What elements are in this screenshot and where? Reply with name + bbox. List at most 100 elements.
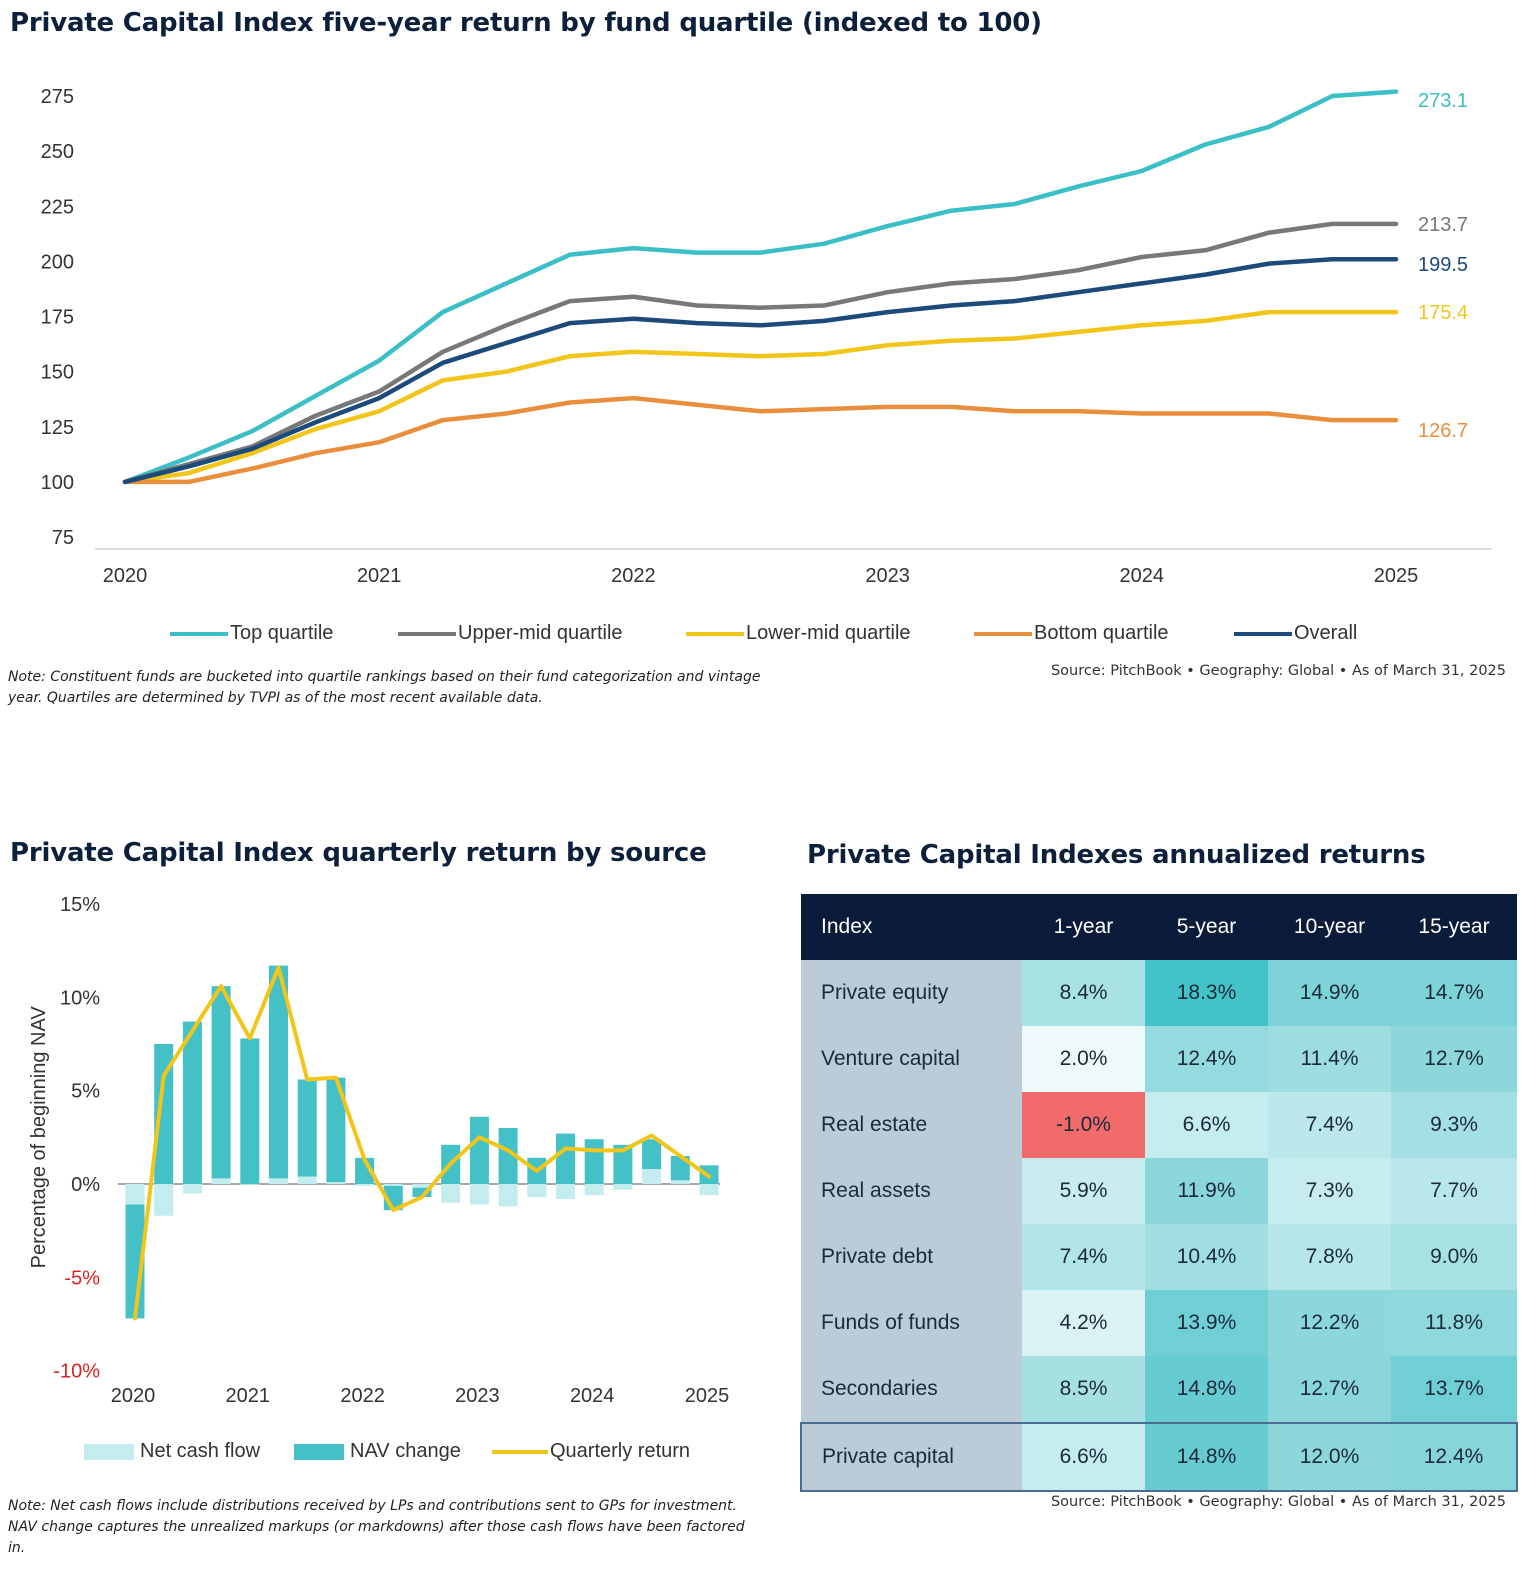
nav-change-bar: [269, 965, 288, 1179]
legend-item-lower-mid-quartile: Lower-mid quartile: [686, 622, 974, 645]
table-header-row: Index 1-year 5-year 10-year 15-year: [801, 894, 1517, 960]
table-cell: 9.3%: [1391, 1092, 1517, 1158]
nav-change-bar: [556, 1133, 575, 1184]
x-tick-label: 2025: [685, 1385, 730, 1407]
legend-swatch-lower-mid-quartile: [686, 631, 744, 636]
table-source: Source: PitchBook • Geography: Global • …: [1050, 1494, 1506, 1510]
series-end-label: 273.1: [1418, 90, 1468, 112]
legend-swatch-bottom-quartile: [974, 631, 1032, 636]
annualized-returns-table: Index 1-year 5-year 10-year 15-year Priv…: [800, 894, 1518, 1492]
table-cell: 12.7%: [1391, 1026, 1517, 1092]
row-label: Private equity: [801, 960, 1022, 1026]
nav-change-bar: [584, 1139, 604, 1184]
table-cell: 14.8%: [1145, 1422, 1268, 1492]
top-chart-title: Private Capital Index five-year return b…: [10, 8, 1042, 38]
table-cell: 12.4%: [1145, 1026, 1268, 1092]
row-label: Venture capital: [801, 1026, 1022, 1092]
net-cash-flow-bar: [383, 1184, 403, 1186]
legend-label-quarterly-return: Quarterly return: [550, 1440, 691, 1462]
column-header-index: Index: [801, 894, 1022, 960]
quarterly-return-bar-chart: 15% 10% 5% 0% -5% -10% Percentage of beginning…: [28, 894, 730, 1407]
net-cash-flow-bar: [527, 1184, 547, 1198]
y-tick-label: 15%: [60, 894, 100, 916]
nav-change-bar: [326, 1077, 346, 1183]
table-cell: 6.6%: [1022, 1422, 1145, 1492]
series-line-lower-mid-quartile: [122, 309, 1399, 485]
nav-change-bar: [498, 1128, 518, 1184]
table-row: Funds of funds 4.2% 13.9% 12.2% 11.8%: [801, 1290, 1517, 1356]
column-header-10-year: 10-year: [1268, 894, 1391, 960]
legend-item-upper-mid-quartile: Upper-mid quartile: [398, 622, 686, 645]
legend-label-top-quartile: Top quartile: [230, 622, 334, 644]
nav-change-bar: [154, 1044, 174, 1184]
net-cash-flow-bar: [182, 1184, 202, 1194]
nav-change-bar: [469, 1116, 489, 1184]
table-row: Private equity 8.4% 18.3% 14.9% 14.7%: [801, 960, 1517, 1026]
net-cash-flow-bar: [699, 1184, 719, 1196]
top-chart-note: Note: Constituent funds are bucketed int…: [8, 669, 761, 706]
legend-swatch-overall: [1234, 631, 1292, 636]
legend-swatch-top-quartile: [170, 631, 228, 636]
y-tick-label: 75: [52, 527, 74, 549]
legend-item-nav-change: NAV change: [294, 1440, 492, 1463]
y-tick-label: 250: [41, 141, 74, 163]
legend-item-overall: Overall: [1234, 622, 1357, 645]
table-cell: -1.0%: [1022, 1092, 1145, 1158]
series-end-label: 199.5: [1418, 254, 1468, 276]
series-line-upper-mid-quartile: [122, 221, 1399, 485]
net-cash-flow-bar: [441, 1184, 461, 1203]
y-tick-label: 5%: [71, 1081, 100, 1103]
series-line-top-quartile: [122, 89, 1399, 485]
net-cash-flow-bar: [469, 1184, 489, 1205]
y-tick-label: 125: [41, 417, 74, 439]
net-cash-flow-bar: [297, 1176, 317, 1184]
x-tick-label: 2022: [611, 565, 656, 587]
y-tick-label: 175: [41, 307, 74, 329]
legend-swatch-upper-mid-quartile: [398, 631, 456, 636]
legend-label-net-cash-flow: Net cash flow: [140, 1440, 261, 1462]
row-label: Real assets: [801, 1158, 1022, 1224]
row-label: Secondaries: [801, 1356, 1022, 1423]
net-cash-flow-bar: [556, 1184, 575, 1199]
table-cell: 12.7%: [1268, 1356, 1391, 1423]
table-row: Venture capital 2.0% 12.4% 11.4% 12.7%: [801, 1026, 1517, 1092]
x-tick-label: 2023: [455, 1385, 500, 1407]
table-cell: 12.0%: [1268, 1422, 1391, 1492]
table-cell: 13.9%: [1145, 1290, 1268, 1356]
net-cash-flow-bar: [412, 1184, 432, 1188]
net-cash-flow-bar: [613, 1184, 633, 1190]
bar-chart-note: Note: Net cash flows include distributio…: [8, 1498, 745, 1556]
net-cash-flow-bar: [326, 1182, 346, 1184]
net-cash-flow-bar: [584, 1184, 604, 1196]
table-row: Real estate -1.0% 6.6% 7.4% 9.3%: [801, 1092, 1517, 1158]
column-header-15-year: 15-year: [1391, 894, 1517, 960]
table-cell: 8.5%: [1022, 1356, 1145, 1423]
y-tick-label: 100: [41, 472, 74, 494]
net-cash-flow-bar: [240, 1184, 260, 1185]
table-cell: 12.2%: [1268, 1290, 1391, 1356]
net-cash-flow-bar: [498, 1184, 518, 1207]
legend-swatch-nav-change: [294, 1443, 344, 1460]
table-cell: 12.4%: [1391, 1422, 1518, 1492]
y-tick-label: 150: [41, 362, 74, 384]
y-tick-label: 200: [41, 251, 74, 273]
table-row: Private capital 6.6% 14.8% 12.0% 12.4%: [800, 1422, 1518, 1492]
legend-item-bottom-quartile: Bottom quartile: [974, 622, 1234, 645]
legend-item-net-cash-flow: Net cash flow: [84, 1440, 294, 1463]
y-tick-label: -10%: [53, 1361, 100, 1383]
nav-change-bar: [297, 1079, 317, 1177]
bar-chart-legend: Net cash flow NAV change Quarterly retur…: [84, 1440, 690, 1463]
x-tick-label: 2020: [111, 1385, 156, 1407]
series-line-bottom-quartile: [122, 395, 1399, 485]
y-tick-label: 10%: [60, 987, 100, 1009]
table-cell: 6.6%: [1145, 1092, 1268, 1158]
table-row: Real assets 5.9% 11.9% 7.3% 7.7%: [801, 1158, 1517, 1224]
legend-label-lower-mid-quartile: Lower-mid quartile: [746, 622, 911, 644]
table-cell: 7.7%: [1391, 1158, 1517, 1224]
table-cell: 7.4%: [1022, 1224, 1145, 1290]
nav-change-bar: [670, 1156, 690, 1181]
bar-chart-title: Private Capital Index quarterly return b…: [10, 838, 707, 868]
quartile-line-chart: 275 250 225 200 175 150 125 100 75 2020 2021 2022 20…: [41, 86, 1492, 587]
net-cash-flow-bar: [125, 1184, 145, 1205]
table-cell: 11.8%: [1391, 1290, 1517, 1356]
